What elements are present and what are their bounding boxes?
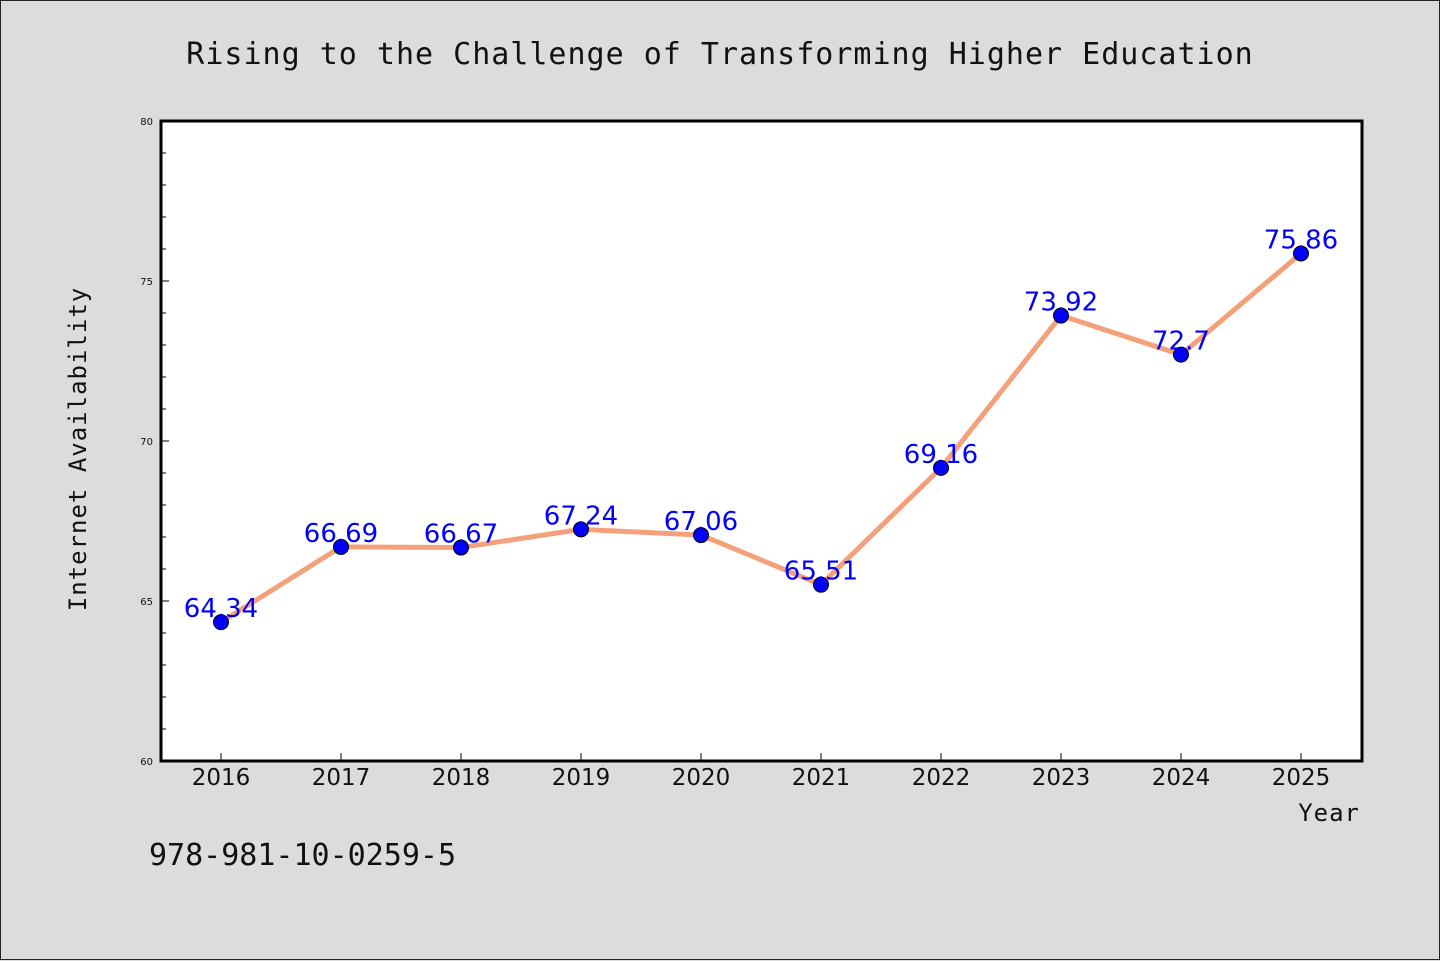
data-point-marker — [213, 614, 229, 631]
data-point-marker — [813, 576, 829, 593]
x-tick-label: 2017 — [312, 765, 371, 791]
data-label: 67.06 — [664, 507, 738, 537]
x-axis: 2016 2017 2018 2019 2020 2021 2022 2023 2024 2025 — [192, 753, 1331, 791]
x-axis-label: Year — [1298, 799, 1360, 827]
data-point-marker — [333, 538, 349, 555]
x-tick-label: 2022 — [912, 765, 971, 791]
data-label: 72.7 — [1152, 327, 1210, 357]
data-label: 66.69 — [304, 519, 378, 549]
y-tick-label: 65 — [140, 597, 153, 608]
data-point-marker — [693, 527, 709, 544]
x-tick-label: 2016 — [192, 765, 251, 791]
data-point-marker — [1293, 245, 1309, 262]
data-label: 69.16 — [904, 440, 978, 470]
y-tick-label: 60 — [140, 757, 153, 768]
data-label: 65.51 — [784, 557, 858, 587]
data-point-marker — [573, 521, 589, 538]
data-point-marker — [1053, 307, 1069, 324]
y-axis-label: Internet Availability — [64, 287, 92, 611]
series-layer: 64.34 66.69 66.67 67.24 67.06 65.51 69.16 73.92… — [184, 225, 1338, 631]
data-point-marker — [933, 459, 949, 476]
series-line — [218, 250, 1304, 625]
data-point-marker — [453, 539, 469, 556]
x-tick-label: 2020 — [672, 765, 731, 791]
x-tick-label: 2025 — [1272, 765, 1331, 791]
y-axis: 60 65 70 75 80 — [140, 117, 169, 768]
data-label: 66.67 — [424, 520, 498, 550]
y-tick-label: 70 — [140, 437, 153, 448]
data-point-marker — [1173, 346, 1189, 363]
plot-area — [159, 119, 1364, 763]
data-label: 73.92 — [1024, 288, 1098, 318]
x-tick-label: 2021 — [792, 765, 851, 791]
isbn-footnote: 978-981-10-0259-5 — [149, 838, 456, 873]
data-label: 67.24 — [544, 501, 618, 531]
x-tick-label: 2023 — [1032, 765, 1091, 791]
y-tick-label: 80 — [140, 117, 153, 128]
x-tick-label: 2019 — [552, 765, 611, 791]
x-tick-label: 2024 — [1152, 765, 1211, 791]
data-label: 64.34 — [184, 594, 258, 624]
chart-title: Rising to the Challenge of Transforming … — [186, 37, 1253, 72]
x-tick-label: 2018 — [432, 765, 491, 791]
data-label: 75.86 — [1264, 225, 1338, 255]
y-tick-label: 75 — [140, 277, 153, 288]
